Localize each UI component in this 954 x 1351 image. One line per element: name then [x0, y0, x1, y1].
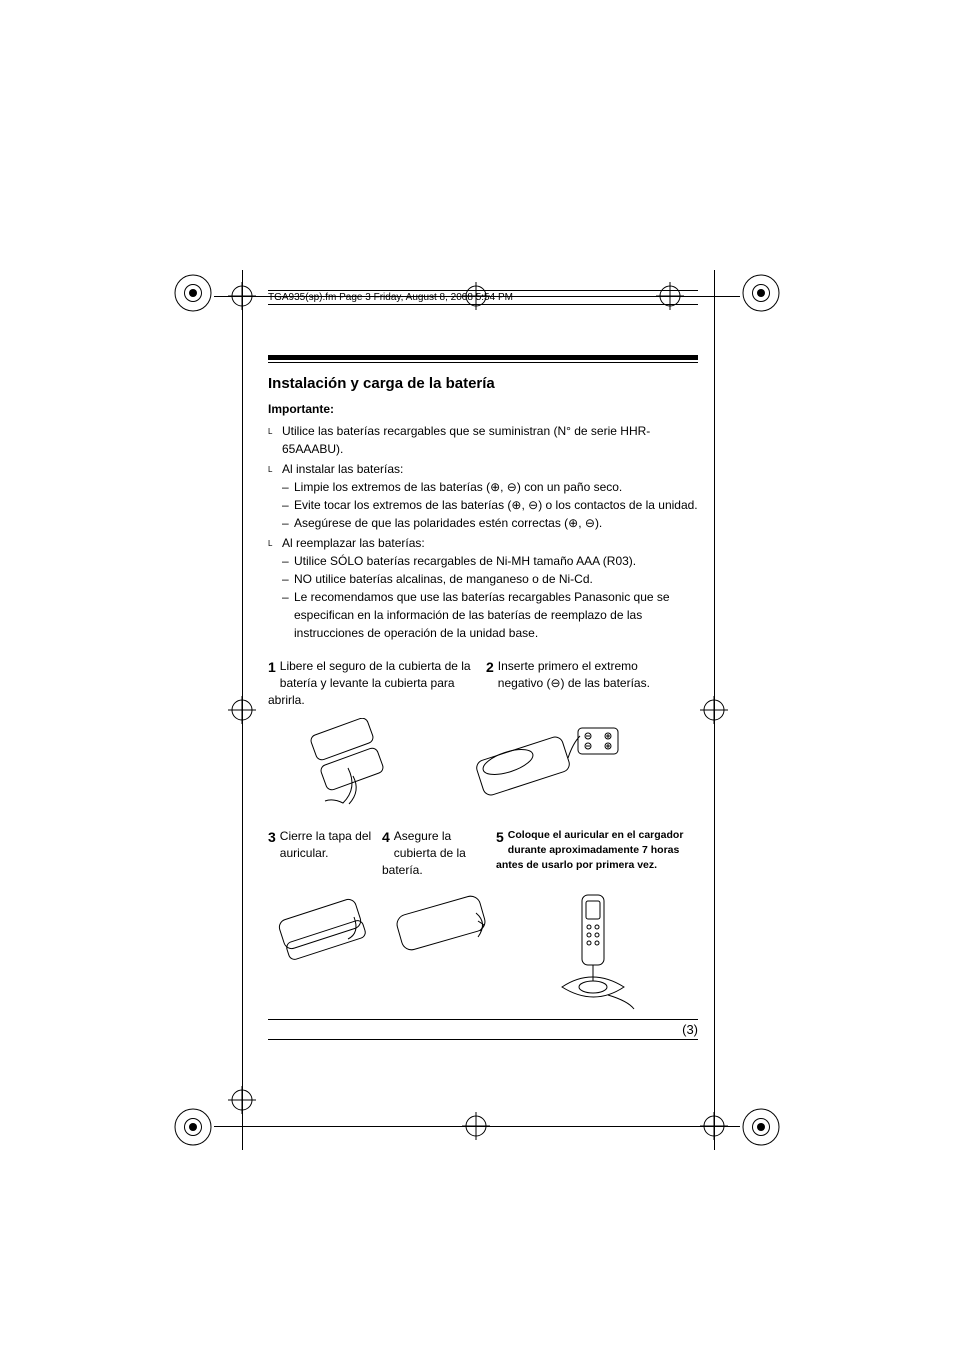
step-5: 5 Coloque el auricular en el cargador du…: [496, 828, 696, 878]
crop-line-bottom: [214, 1126, 740, 1127]
step-3: 3 Cierre la tapa del auricular.: [268, 828, 378, 878]
bullet-1: Utilice las baterías recargables que se …: [268, 422, 698, 458]
illustration-step-5: [538, 891, 648, 1011]
step-1-num: 1: [268, 658, 276, 678]
crop-line-right: [714, 270, 715, 1150]
page-content: TGA935(sp).fm Page 3 Friday, August 8, 2…: [268, 290, 698, 1040]
bullet-3-sub3: Le recomendamos que use las baterías rec…: [282, 588, 698, 642]
illustration-row-1: [298, 718, 698, 808]
steps-row-2: 3 Cierre la tapa del auricular. 4 Asegur…: [268, 828, 698, 878]
step-4-num: 4: [382, 828, 390, 848]
bullet-3-sublist: Utilice SÓLO baterías recargables de Ni-…: [282, 552, 698, 642]
step-4: 4 Asegure la cubierta de la batería.: [382, 828, 492, 878]
regmark-bottom-right: [740, 1106, 782, 1148]
section-title: Instalación y carga de la batería: [268, 375, 698, 392]
step-5-text: Coloque el auricular en el cargador dura…: [496, 829, 683, 870]
bullet-2-sub2: Evite tocar los extremos de las baterías…: [282, 496, 698, 514]
importante-label: Importante:: [268, 402, 698, 416]
title-bar: [268, 355, 698, 360]
bullet-3: Al reemplazar las baterías: Utilice SÓLO…: [268, 534, 698, 642]
regmark-top-right: [740, 272, 782, 314]
step-2-num: 2: [486, 658, 494, 678]
bullet-2-sub3: Asegúrese de que las polaridades estén c…: [282, 514, 698, 532]
running-head: TGA935(sp).fm Page 3 Friday, August 8, 2…: [268, 290, 698, 305]
bullet-2-sub1: Limpie los extremos de las baterías (⊕, …: [282, 478, 698, 496]
step-4-text: Asegure la cubierta de la batería.: [382, 829, 466, 877]
regmark-bottom-left: [172, 1106, 214, 1148]
illustration-step-4: [388, 891, 498, 1011]
title-underline: [268, 362, 698, 363]
step-1: 1 Libere el seguro de la cubierta de la …: [268, 658, 478, 708]
illustration-step-1: [298, 718, 408, 808]
illustration-row-2: [268, 891, 698, 1011]
steps-row-1: 1 Libere el seguro de la cubierta de la …: [268, 658, 698, 708]
step-1-text: Libere el seguro de la cubierta de la ba…: [268, 659, 471, 707]
step-3-text: Cierre la tapa del auricular.: [280, 829, 371, 860]
step-2: 2 Inserte primero el extremo negativo (⊖…: [486, 658, 686, 708]
footer-line: [268, 1039, 698, 1040]
bullet-3-sub1: Utilice SÓLO baterías recargables de Ni-…: [282, 552, 698, 570]
step-3-num: 3: [268, 828, 276, 848]
page-number: (3): [268, 1019, 698, 1037]
step-2-text: Inserte primero el extremo negativo (⊖) …: [498, 659, 650, 690]
illustration-step-3: [268, 891, 378, 1011]
bullet-3-sub2: NO utilice baterías alcalinas, de mangan…: [282, 570, 698, 588]
bullet-2-text: Al instalar las baterías:: [282, 462, 403, 476]
bullet-3-text: Al reemplazar las baterías:: [282, 536, 425, 550]
step-5-num: 5: [496, 828, 504, 848]
illustration-step-2: [468, 718, 628, 808]
regmark-top-left: [172, 272, 214, 314]
important-list: Utilice las baterías recargables que se …: [268, 422, 698, 642]
crop-line-left: [242, 270, 243, 1150]
bullet-2: Al instalar las baterías: Limpie los ext…: [268, 460, 698, 532]
bullet-2-sublist: Limpie los extremos de las baterías (⊕, …: [282, 478, 698, 532]
